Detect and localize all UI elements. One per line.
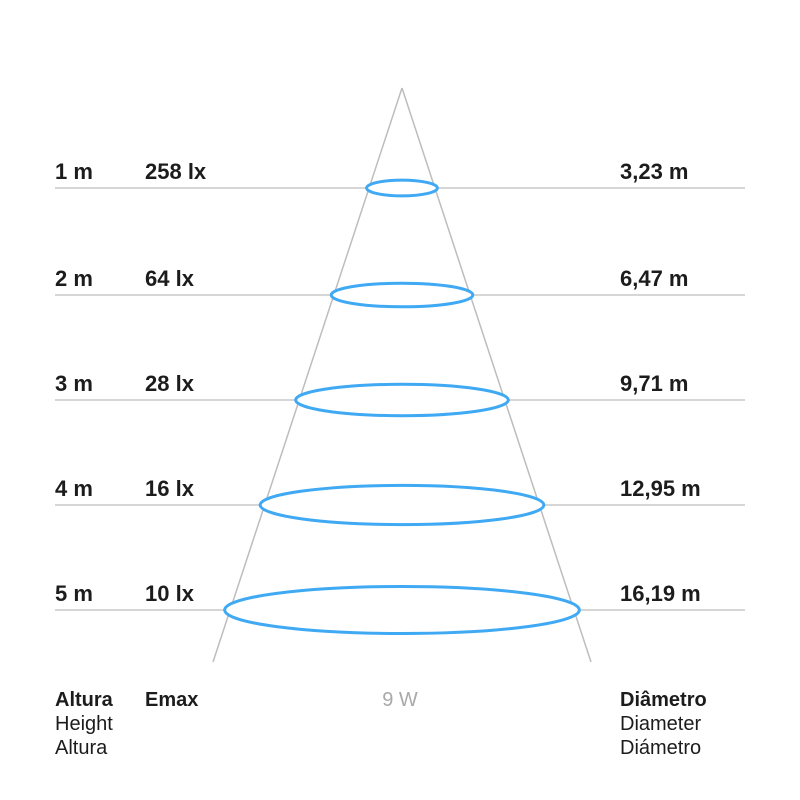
beam-ellipse — [365, 178, 439, 198]
beam-ellipses — [223, 178, 581, 635]
emax-value: 258 lx — [145, 159, 207, 184]
emax-value: 10 lx — [145, 581, 194, 606]
height-value: 1 m — [55, 159, 93, 184]
diameter-value: 12,95 m — [620, 476, 701, 501]
height-header-en: Height — [55, 713, 113, 735]
height-value: 3 m — [55, 371, 93, 396]
emax-column-header: Emax — [145, 688, 198, 712]
diameter-value: 9,71 m — [620, 371, 689, 396]
emax-value: 16 lx — [145, 476, 194, 501]
beam-ellipse — [258, 483, 546, 527]
diameter-value: 16,19 m — [620, 581, 701, 606]
beam-ellipse — [223, 585, 581, 635]
diameter-header-en: Diameter — [620, 713, 702, 735]
power-label: 9 W — [382, 689, 418, 711]
diameter-header-pt: Diâmetro — [620, 689, 707, 711]
diameter-value: 6,47 m — [620, 266, 689, 291]
emax-header: Emax — [145, 689, 199, 711]
height-value: 2 m — [55, 266, 93, 291]
diameter-column-header: Diâmetro Diameter Diámetro — [620, 688, 707, 760]
emax-value: 64 lx — [145, 266, 194, 291]
diameter-value: 3,23 m — [620, 159, 689, 184]
height-header-pt: Altura — [55, 689, 113, 711]
emax-value: 28 lx — [145, 371, 194, 396]
height-header-es: Altura — [55, 737, 108, 759]
height-value: 5 m — [55, 581, 93, 606]
cone-right-edge — [401, 87, 592, 663]
beam-ellipse — [294, 382, 510, 418]
cone-left-edge — [212, 87, 403, 663]
height-column-header: Altura Height Altura — [55, 688, 113, 760]
height-value: 4 m — [55, 476, 93, 501]
beam-ellipse — [329, 281, 475, 309]
diameter-header-es: Diámetro — [620, 737, 702, 759]
